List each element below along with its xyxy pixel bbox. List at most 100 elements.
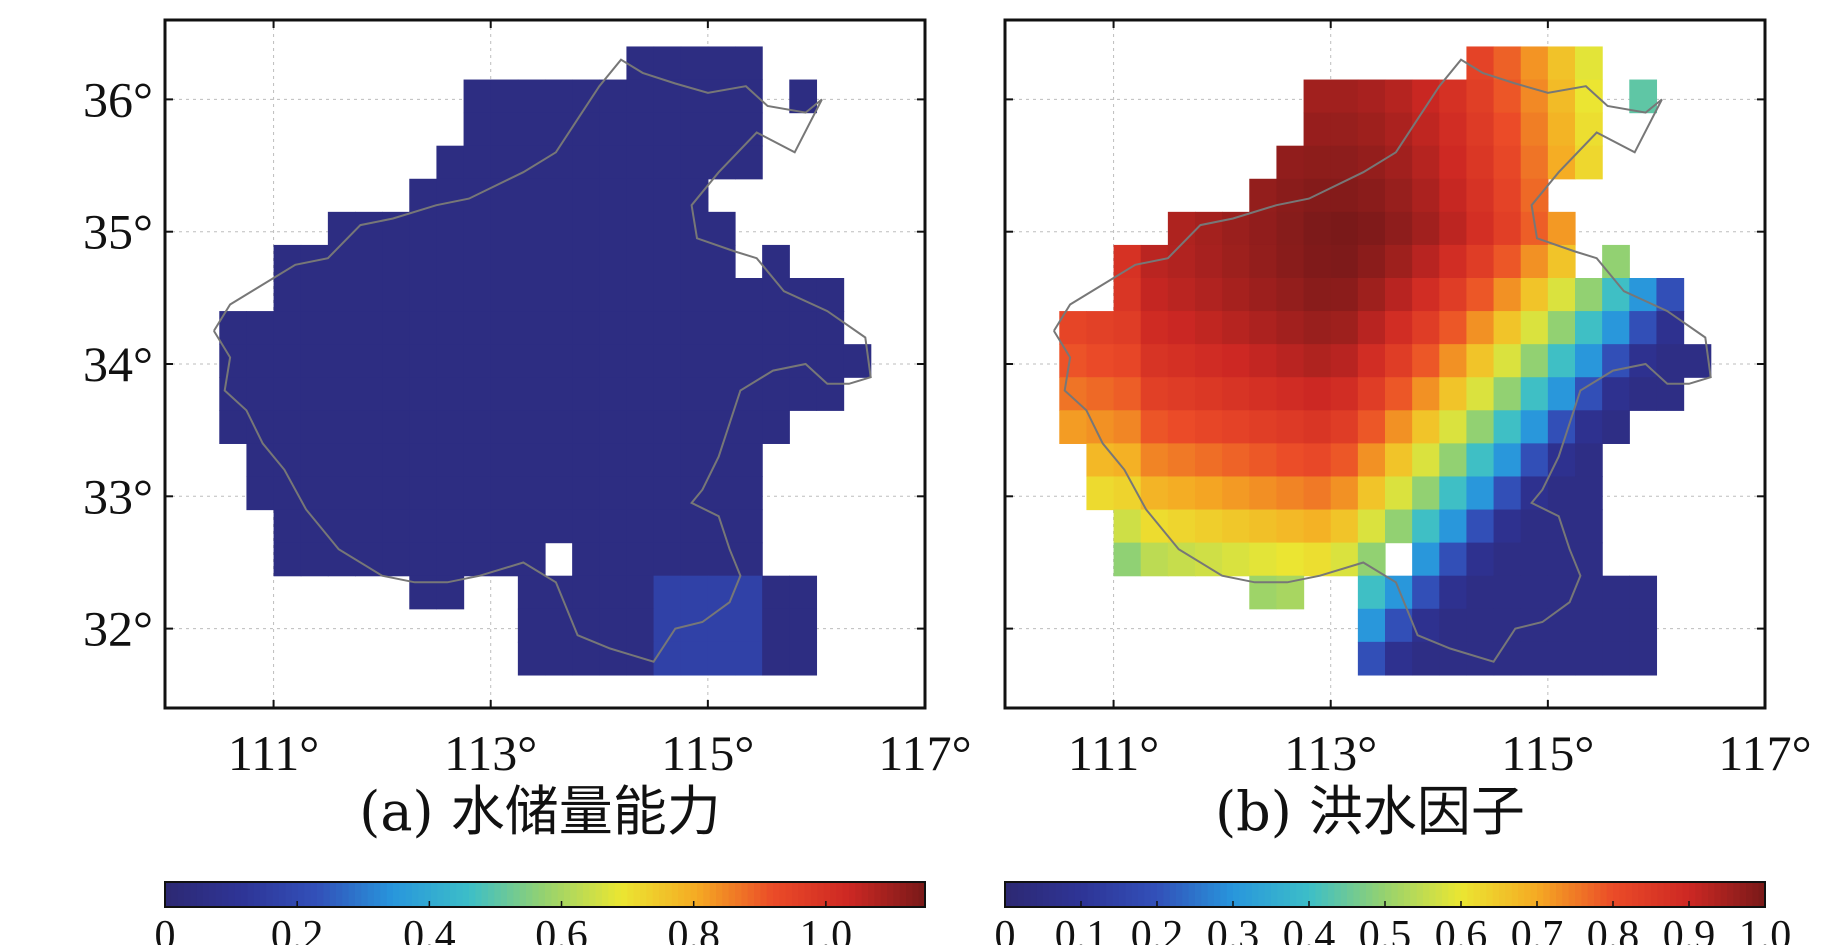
colorbar-segment bbox=[203, 882, 211, 907]
colorbar-segment bbox=[589, 882, 597, 907]
heatmap-cell bbox=[599, 79, 628, 114]
colorbar-segment bbox=[1328, 882, 1336, 907]
colorbar-segment bbox=[1537, 882, 1545, 907]
heatmap-cell bbox=[572, 344, 600, 378]
heatmap-cell bbox=[762, 410, 790, 444]
heatmap-cell bbox=[1195, 311, 1223, 345]
heatmap-cell bbox=[490, 377, 519, 411]
colorbar-segment bbox=[1005, 882, 1013, 907]
heatmap-cell bbox=[1493, 311, 1522, 345]
heatmap-cell bbox=[1303, 377, 1332, 411]
colorbar-segment bbox=[887, 882, 895, 907]
heatmap-cell bbox=[246, 443, 275, 478]
heatmap-cell bbox=[1493, 575, 1522, 610]
heatmap-cell bbox=[735, 79, 763, 114]
x-tick-label: 115° bbox=[1501, 725, 1594, 781]
colorbar-segment bbox=[646, 882, 654, 907]
heatmap-cell bbox=[327, 509, 356, 544]
colorbar-segment bbox=[1366, 882, 1374, 907]
heatmap-cell bbox=[1520, 443, 1549, 478]
heatmap-cell bbox=[1167, 410, 1196, 444]
heatmap-cell bbox=[273, 410, 302, 444]
heatmap-cell bbox=[1167, 509, 1196, 544]
colorbar-segment bbox=[1245, 882, 1253, 907]
colorbar-segment bbox=[1429, 882, 1437, 907]
heatmap-cell bbox=[1357, 311, 1386, 345]
colorbar-segment bbox=[1334, 882, 1342, 907]
colorbar-segment bbox=[1746, 882, 1754, 907]
heatmap-cell bbox=[1385, 278, 1413, 312]
heatmap-cell bbox=[762, 311, 790, 345]
heatmap-cell bbox=[355, 344, 383, 378]
heatmap-cell bbox=[1167, 344, 1196, 378]
heatmap-cell bbox=[382, 311, 410, 345]
heatmap-cell bbox=[219, 377, 248, 411]
colorbar-segment bbox=[1277, 882, 1285, 907]
heatmap-cell bbox=[572, 542, 600, 577]
heatmap-cell bbox=[762, 377, 790, 411]
colorbar-segment bbox=[1486, 882, 1494, 907]
heatmap-cell bbox=[1547, 344, 1576, 378]
heatmap-cell bbox=[355, 211, 383, 246]
heatmap-cell bbox=[1520, 641, 1549, 676]
heatmap-cell bbox=[1412, 344, 1440, 378]
colorbar-segment bbox=[1353, 882, 1361, 907]
heatmap-cell bbox=[1276, 542, 1305, 577]
heatmap-cell bbox=[409, 476, 438, 511]
heatmap-cell bbox=[327, 476, 356, 511]
heatmap-cell bbox=[1575, 608, 1603, 643]
heatmap-cell bbox=[680, 641, 709, 676]
heatmap-cell bbox=[463, 178, 492, 213]
heatmap-cell bbox=[1629, 608, 1658, 643]
heatmap-cell bbox=[653, 145, 682, 180]
heatmap-cell bbox=[1249, 542, 1278, 577]
colorbar-segment bbox=[1556, 882, 1564, 907]
heatmap-cell bbox=[517, 443, 546, 478]
colorbar-segment bbox=[336, 882, 344, 907]
heatmap-cell bbox=[626, 608, 655, 643]
colorbar-segment bbox=[1448, 882, 1456, 907]
heatmap-cell bbox=[1412, 278, 1440, 312]
heatmap-cell bbox=[1167, 211, 1196, 246]
heatmap-cell bbox=[1575, 410, 1603, 444]
heatmap-cell bbox=[327, 410, 356, 444]
x-tick-label: 117° bbox=[878, 725, 971, 781]
colorbar-segment bbox=[215, 882, 223, 907]
heatmap-cell bbox=[273, 278, 302, 312]
colorbar-segment bbox=[450, 882, 458, 907]
heatmap-cell bbox=[653, 443, 682, 478]
heatmap-cell bbox=[436, 509, 465, 544]
heatmap-cell bbox=[1466, 410, 1495, 444]
colorbar-segment bbox=[849, 882, 857, 907]
heatmap-cell bbox=[1113, 509, 1142, 544]
heatmap-cell bbox=[1412, 443, 1440, 478]
colorbar-segment bbox=[196, 882, 204, 907]
colorbar-segment bbox=[595, 882, 603, 907]
caption-a: (a) 水储量能力 bbox=[359, 780, 721, 843]
heatmap-cell bbox=[599, 575, 628, 610]
heatmap-cell bbox=[789, 575, 818, 610]
heatmap-cell bbox=[1520, 178, 1549, 213]
colorbar-segment bbox=[1359, 882, 1367, 907]
heatmap-cell bbox=[1113, 344, 1142, 378]
heatmap-cell bbox=[707, 377, 736, 411]
heatmap-cell bbox=[1493, 178, 1522, 213]
colorbar-segment bbox=[1024, 882, 1032, 907]
colorbar-segment bbox=[1695, 882, 1703, 907]
heatmap-cell bbox=[1140, 278, 1169, 312]
colorbar-segment bbox=[405, 882, 413, 907]
heatmap-cell bbox=[327, 344, 356, 378]
heatmap-cell bbox=[517, 79, 546, 114]
colorbar-segment bbox=[1226, 882, 1234, 907]
heatmap-cell bbox=[626, 542, 655, 577]
heatmap-cell bbox=[1222, 311, 1250, 345]
heatmap-cell bbox=[572, 641, 600, 676]
colorbar-segment bbox=[386, 882, 394, 907]
heatmap-cell bbox=[1385, 641, 1413, 676]
heatmap-cell bbox=[1575, 344, 1603, 378]
heatmap-cell bbox=[463, 145, 492, 180]
heatmap-cell bbox=[626, 410, 655, 444]
colorbar-segment bbox=[424, 882, 432, 907]
colorbar-segment bbox=[234, 882, 242, 907]
heatmap-cell bbox=[382, 410, 410, 444]
